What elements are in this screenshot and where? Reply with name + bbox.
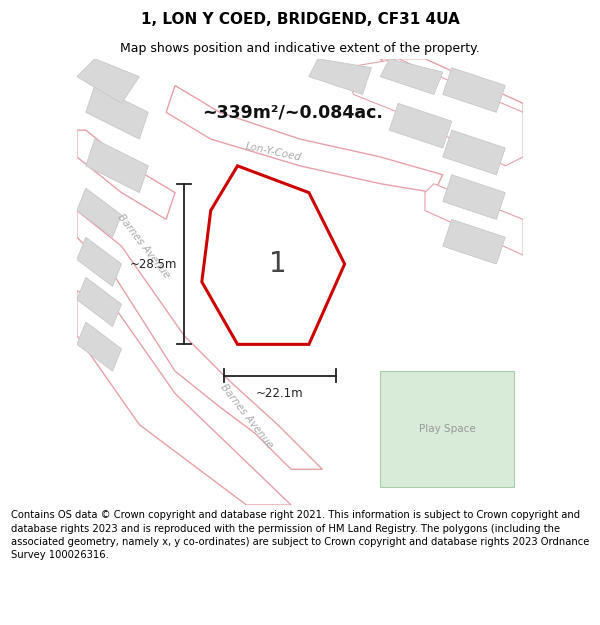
Polygon shape (380, 59, 523, 139)
Polygon shape (443, 175, 505, 219)
Text: Barnes Avenue: Barnes Avenue (218, 382, 275, 450)
Text: 1: 1 (269, 250, 287, 278)
Polygon shape (86, 86, 148, 139)
Text: 1, LON Y COED, BRIDGEND, CF31 4UA: 1, LON Y COED, BRIDGEND, CF31 4UA (140, 12, 460, 27)
Polygon shape (77, 211, 322, 469)
Polygon shape (380, 59, 443, 94)
Polygon shape (425, 184, 523, 255)
Polygon shape (166, 86, 443, 192)
Polygon shape (309, 59, 371, 94)
Polygon shape (77, 130, 175, 219)
Text: ~28.5m: ~28.5m (130, 258, 177, 271)
Polygon shape (77, 188, 121, 238)
Text: Play Space: Play Space (419, 424, 476, 434)
Polygon shape (443, 68, 505, 112)
Text: Barnes Avenue: Barnes Avenue (116, 212, 172, 280)
Text: ~22.1m: ~22.1m (256, 387, 304, 400)
Text: Map shows position and indicative extent of the property.: Map shows position and indicative extent… (120, 42, 480, 55)
Polygon shape (202, 166, 344, 344)
Polygon shape (86, 139, 148, 192)
Text: Lon-Y-Coed: Lon-Y-Coed (244, 142, 302, 163)
Polygon shape (77, 238, 121, 286)
Polygon shape (77, 59, 139, 103)
Polygon shape (77, 291, 291, 505)
Polygon shape (443, 219, 505, 264)
Text: ~339m²/~0.084ac.: ~339m²/~0.084ac. (202, 103, 383, 121)
Polygon shape (77, 322, 121, 371)
Polygon shape (389, 103, 452, 148)
Polygon shape (380, 371, 514, 487)
Text: Contains OS data © Crown copyright and database right 2021. This information is : Contains OS data © Crown copyright and d… (11, 511, 589, 560)
Polygon shape (77, 278, 121, 326)
Polygon shape (344, 59, 523, 166)
Polygon shape (443, 130, 505, 175)
